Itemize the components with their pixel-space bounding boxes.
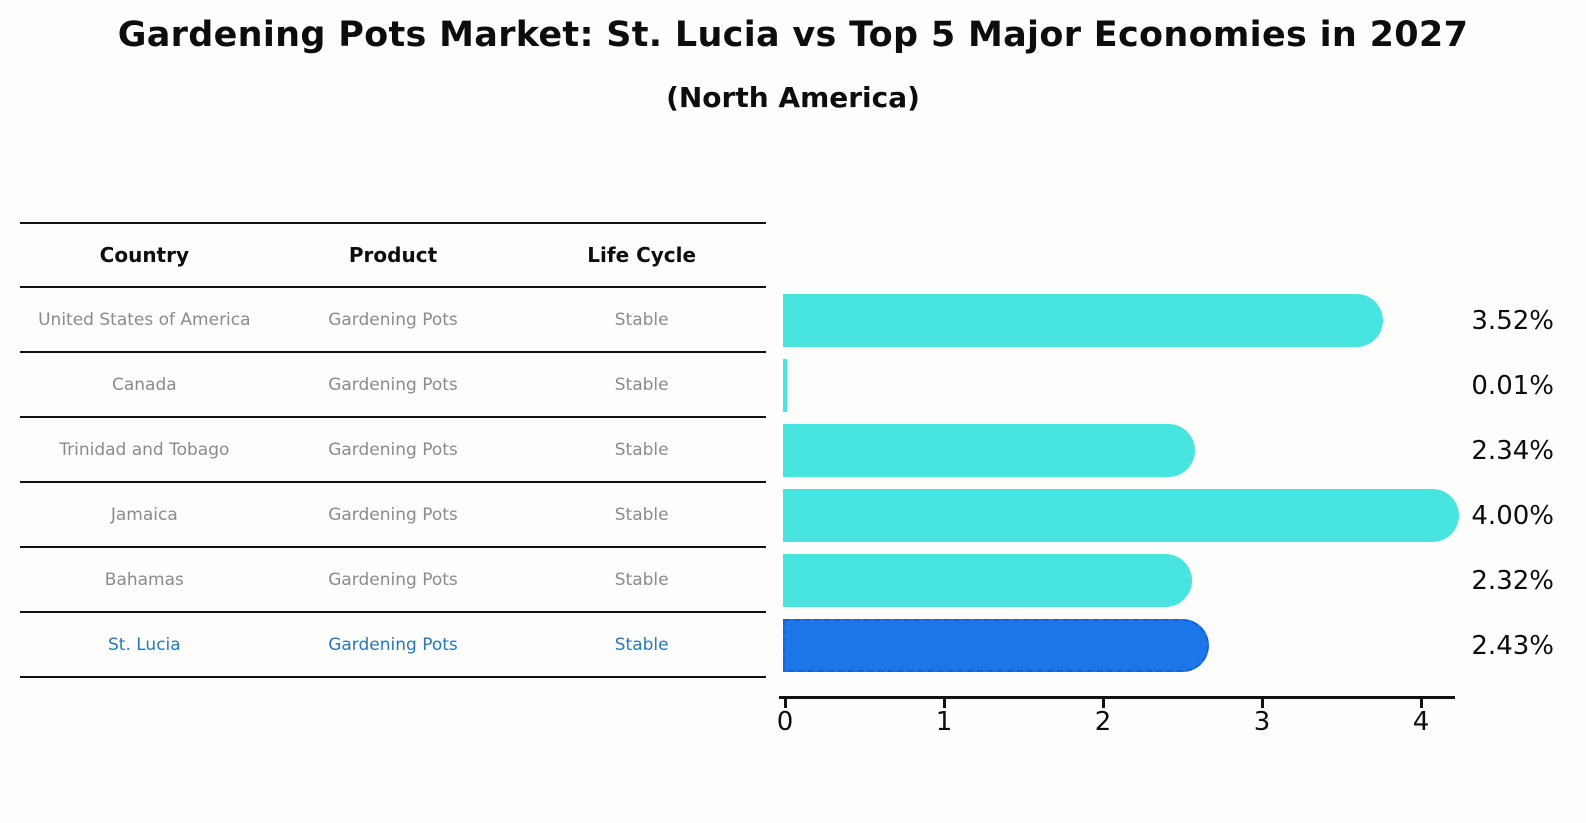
col-header-country: Country bbox=[99, 243, 190, 267]
x-tick-label: 4 bbox=[1412, 707, 1430, 737]
col-header-product: Product bbox=[348, 243, 438, 267]
col-header-life-cycle: Life Cycle bbox=[587, 243, 697, 267]
cell-country: Bahamas bbox=[104, 569, 184, 590]
x-tick-label: 2 bbox=[1094, 707, 1112, 737]
cell-country: Canada bbox=[111, 374, 177, 395]
bar-value-label: 2.32% bbox=[1471, 565, 1554, 596]
bar-row: 0.01% bbox=[783, 359, 1556, 412]
bar-row: 3.52% bbox=[783, 294, 1556, 347]
bar-value-label: 0.01% bbox=[1471, 370, 1554, 401]
cell-product: Gardening Pots bbox=[328, 504, 458, 525]
bar-row: 2.43% bbox=[783, 619, 1556, 672]
cell-country: Trinidad and Tobago bbox=[59, 439, 230, 460]
table-row: Canada Gardening Pots Stable bbox=[20, 353, 766, 418]
chart-title: Gardening Pots Market: St. Lucia vs Top … bbox=[117, 15, 1469, 55]
table-header-row: Country Product Life Cycle bbox=[20, 222, 766, 288]
bar-canada bbox=[783, 359, 787, 412]
x-axis-tick bbox=[783, 699, 787, 708]
bar-trinidad-and-tobago bbox=[783, 424, 1196, 477]
table-row-st-lucia: St. Lucia Gardening Pots Stable bbox=[20, 613, 766, 678]
cell-product: Gardening Pots bbox=[328, 569, 458, 590]
table-row: Bahamas Gardening Pots Stable bbox=[20, 548, 766, 613]
bar-row: 4.00% bbox=[783, 489, 1556, 542]
x-axis-tick bbox=[1419, 699, 1423, 708]
bar-value-label: 2.34% bbox=[1471, 435, 1554, 466]
bar-jamaica bbox=[783, 489, 1459, 542]
x-tick-label: 3 bbox=[1253, 707, 1271, 737]
table-row: Trinidad and Tobago Gardening Pots Stabl… bbox=[20, 418, 766, 483]
x-tick-label: 1 bbox=[935, 707, 953, 737]
bar-value-label: 4.00% bbox=[1471, 500, 1554, 531]
bar-value-label: 3.52% bbox=[1471, 305, 1554, 336]
table-row: Jamaica Gardening Pots Stable bbox=[20, 483, 766, 548]
cell-life-cycle: Stable bbox=[614, 374, 669, 395]
x-axis-tick bbox=[1101, 699, 1105, 708]
cell-country: St. Lucia bbox=[107, 634, 181, 655]
x-axis-tick bbox=[942, 699, 946, 708]
cell-product: Gardening Pots bbox=[328, 634, 458, 655]
cell-product: Gardening Pots bbox=[328, 374, 458, 395]
country-info-table: Country Product Life Cycle United States… bbox=[20, 222, 766, 678]
cell-life-cycle: Stable bbox=[614, 439, 669, 460]
cell-life-cycle: Stable bbox=[614, 309, 669, 330]
bar-row: 2.34% bbox=[783, 424, 1556, 477]
cell-life-cycle: Stable bbox=[614, 504, 669, 525]
bar-bahamas bbox=[783, 554, 1192, 607]
x-axis-line bbox=[779, 696, 1455, 699]
chart-subtitle: (North America) bbox=[666, 81, 920, 114]
x-axis-tick bbox=[1260, 699, 1264, 708]
bar-united-states bbox=[783, 294, 1383, 347]
cell-product: Gardening Pots bbox=[328, 309, 458, 330]
cell-country: Jamaica bbox=[110, 504, 178, 525]
bar-st-lucia-highlight bbox=[783, 619, 1210, 672]
bar-value-label: 2.43% bbox=[1471, 630, 1554, 661]
cell-country: United States of America bbox=[38, 309, 251, 330]
x-tick-label: 0 bbox=[776, 707, 794, 737]
table-row: United States of America Gardening Pots … bbox=[20, 288, 766, 353]
cell-product: Gardening Pots bbox=[328, 439, 458, 460]
cell-life-cycle: Stable bbox=[614, 569, 669, 590]
cell-life-cycle: Stable bbox=[614, 634, 669, 655]
bar-row: 2.32% bbox=[783, 554, 1556, 607]
